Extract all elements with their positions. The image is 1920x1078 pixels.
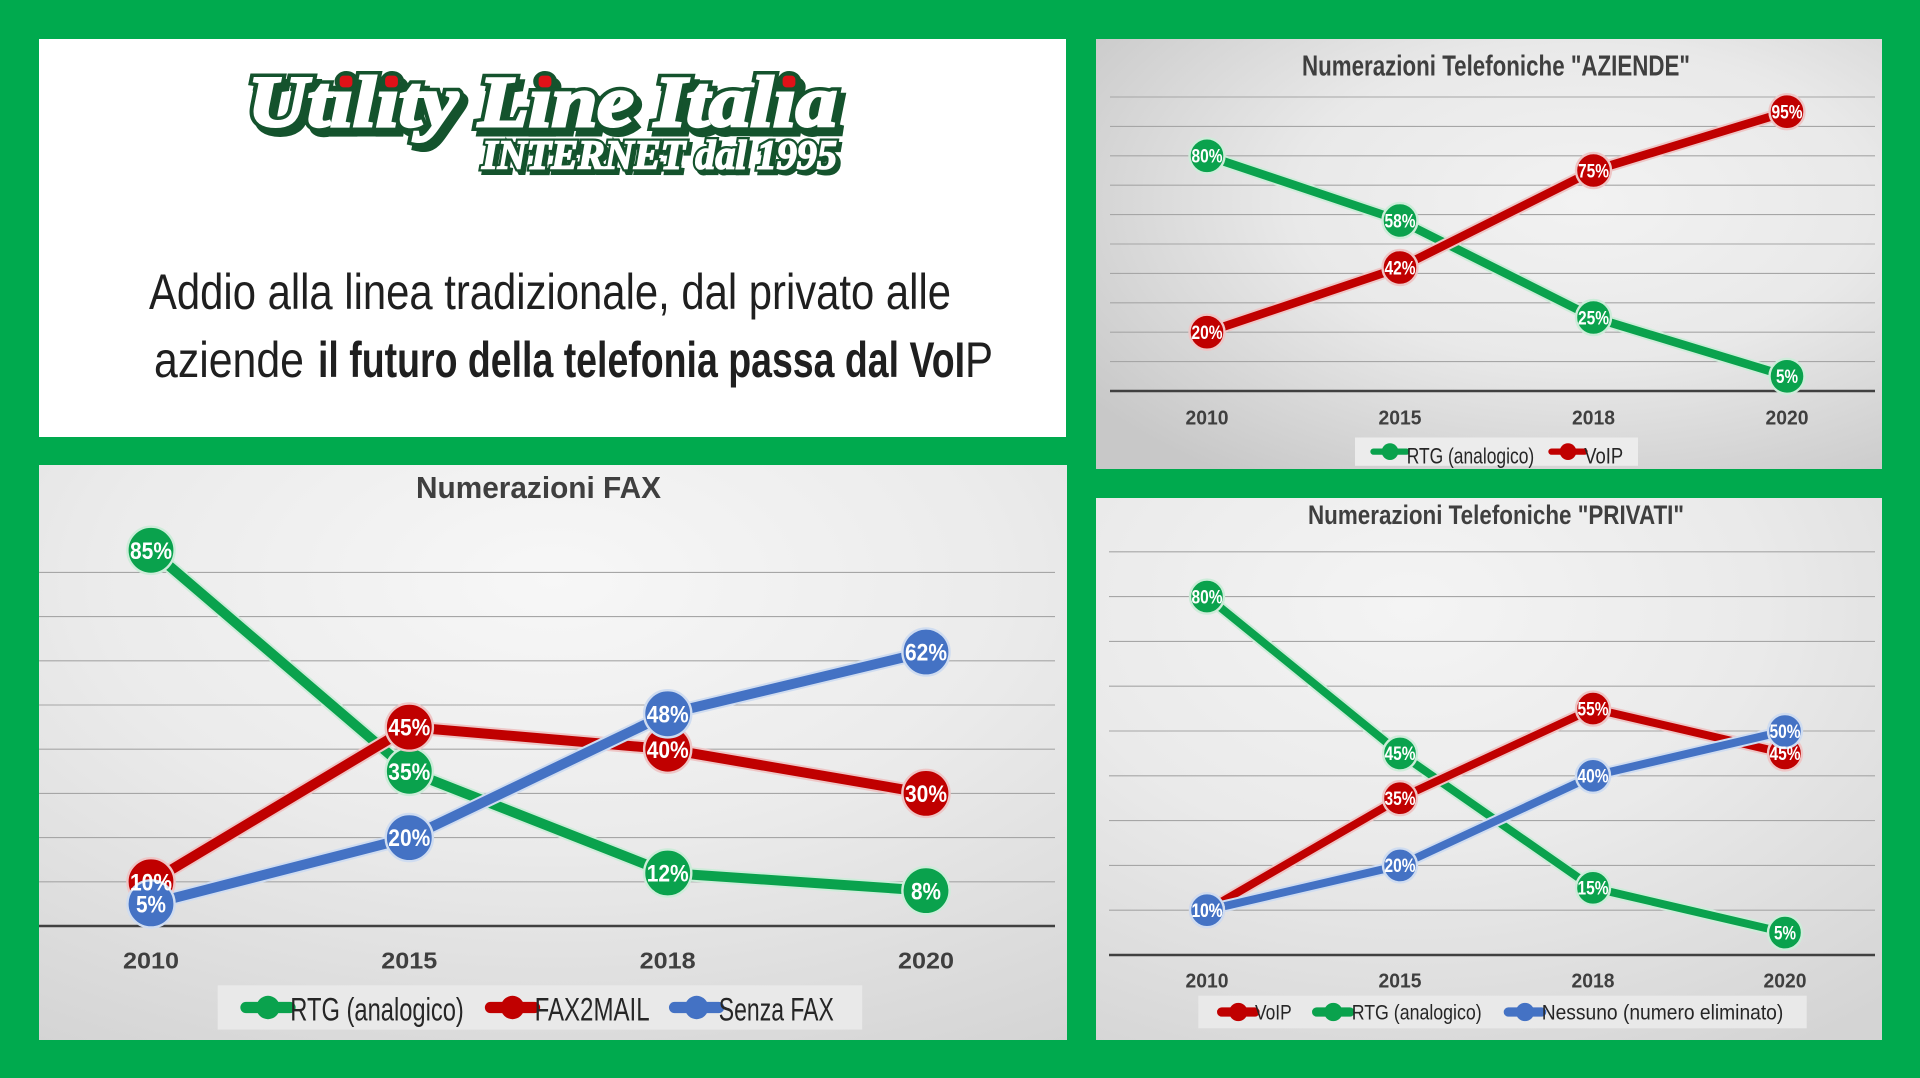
- svg-text:2020: 2020: [1766, 407, 1809, 430]
- svg-text:20%: 20%: [1385, 856, 1416, 877]
- svg-text:45%: 45%: [1385, 744, 1416, 765]
- svg-text:Nessuno (numero eliminato): Nessuno (numero eliminato): [1542, 1001, 1784, 1025]
- svg-text:2020: 2020: [1764, 970, 1807, 993]
- svg-text:45%: 45%: [388, 715, 430, 742]
- svg-text:10%: 10%: [1192, 901, 1223, 922]
- svg-text:2015: 2015: [1379, 970, 1422, 993]
- svg-text:30%: 30%: [905, 781, 947, 808]
- svg-text:50%: 50%: [1770, 722, 1801, 743]
- svg-text:35%: 35%: [1385, 789, 1416, 810]
- svg-text:80%: 80%: [1192, 587, 1223, 608]
- svg-text:Numerazioni FAX: Numerazioni FAX: [416, 471, 662, 505]
- svg-text:INTERNET dal 1995: INTERNET dal 1995: [481, 132, 837, 178]
- svg-text:FAX2MAIL: FAX2MAIL: [535, 992, 650, 1028]
- svg-text:42%: 42%: [1385, 258, 1416, 279]
- svg-text:P: P: [965, 332, 993, 388]
- svg-text:INTERNET dal 1995: INTERNET dal 1995: [481, 132, 837, 178]
- svg-text:10%: 10%: [130, 869, 172, 896]
- svg-text:Numerazioni Telefoniche "AZIEN: Numerazioni Telefoniche "AZIENDE": [1302, 51, 1690, 83]
- svg-text:aziende: aziende: [154, 332, 304, 388]
- svg-text:48%: 48%: [647, 702, 689, 729]
- svg-text:15%: 15%: [1578, 879, 1609, 900]
- svg-text:Senza FAX: Senza FAX: [719, 992, 834, 1028]
- svg-text:5%: 5%: [136, 892, 166, 919]
- svg-text:Addio alla linea tradizionale,: Addio alla linea tradizionale, dal priva…: [149, 264, 951, 320]
- svg-text:2015: 2015: [381, 947, 437, 973]
- svg-text:2015: 2015: [1379, 407, 1422, 430]
- svg-text:VoIP: VoIP: [1584, 443, 1623, 468]
- svg-text:62%: 62%: [905, 640, 947, 667]
- svg-text:INTERNET dal 1995: INTERNET dal 1995: [484, 135, 840, 181]
- svg-text:80%: 80%: [1192, 147, 1223, 168]
- svg-text:Numerazioni Telefoniche "PRIVA: Numerazioni Telefoniche "PRIVATI": [1308, 500, 1684, 530]
- svg-text:2010: 2010: [1186, 970, 1229, 993]
- svg-text:40%: 40%: [647, 737, 689, 764]
- svg-text:40%: 40%: [1578, 767, 1609, 788]
- svg-text:5%: 5%: [1774, 923, 1796, 944]
- svg-text:85%: 85%: [130, 538, 172, 565]
- svg-text:2018: 2018: [1572, 407, 1615, 430]
- svg-text:20%: 20%: [388, 825, 430, 852]
- svg-text:25%: 25%: [1578, 308, 1609, 329]
- svg-text:RTG (analogico): RTG (analogico): [1352, 1001, 1482, 1025]
- svg-text:58%: 58%: [1385, 211, 1416, 232]
- svg-text:45%: 45%: [1770, 744, 1801, 765]
- svg-text:VoIP: VoIP: [1255, 1001, 1292, 1025]
- svg-text:RTG (analogico): RTG (analogico): [290, 992, 464, 1028]
- svg-text:2020: 2020: [898, 947, 954, 973]
- svg-text:5%: 5%: [1776, 367, 1798, 388]
- svg-text:35%: 35%: [388, 759, 430, 786]
- svg-text:2010: 2010: [123, 947, 179, 973]
- svg-text:75%: 75%: [1578, 161, 1609, 182]
- svg-text:RTG (analogico): RTG (analogico): [1407, 443, 1535, 468]
- svg-text:8%: 8%: [911, 878, 941, 905]
- svg-text:2010: 2010: [1186, 407, 1229, 430]
- svg-text:20%: 20%: [1192, 323, 1223, 344]
- svg-text:10%: 10%: [1192, 901, 1223, 922]
- svg-text:55%: 55%: [1578, 699, 1609, 720]
- svg-text:2018: 2018: [1572, 970, 1615, 993]
- svg-text:12%: 12%: [647, 861, 689, 888]
- svg-text:il futuro della telefonia pass: il futuro della telefonia passa dal VoI: [318, 332, 965, 388]
- svg-text:2018: 2018: [640, 947, 696, 973]
- svg-text:95%: 95%: [1772, 103, 1803, 124]
